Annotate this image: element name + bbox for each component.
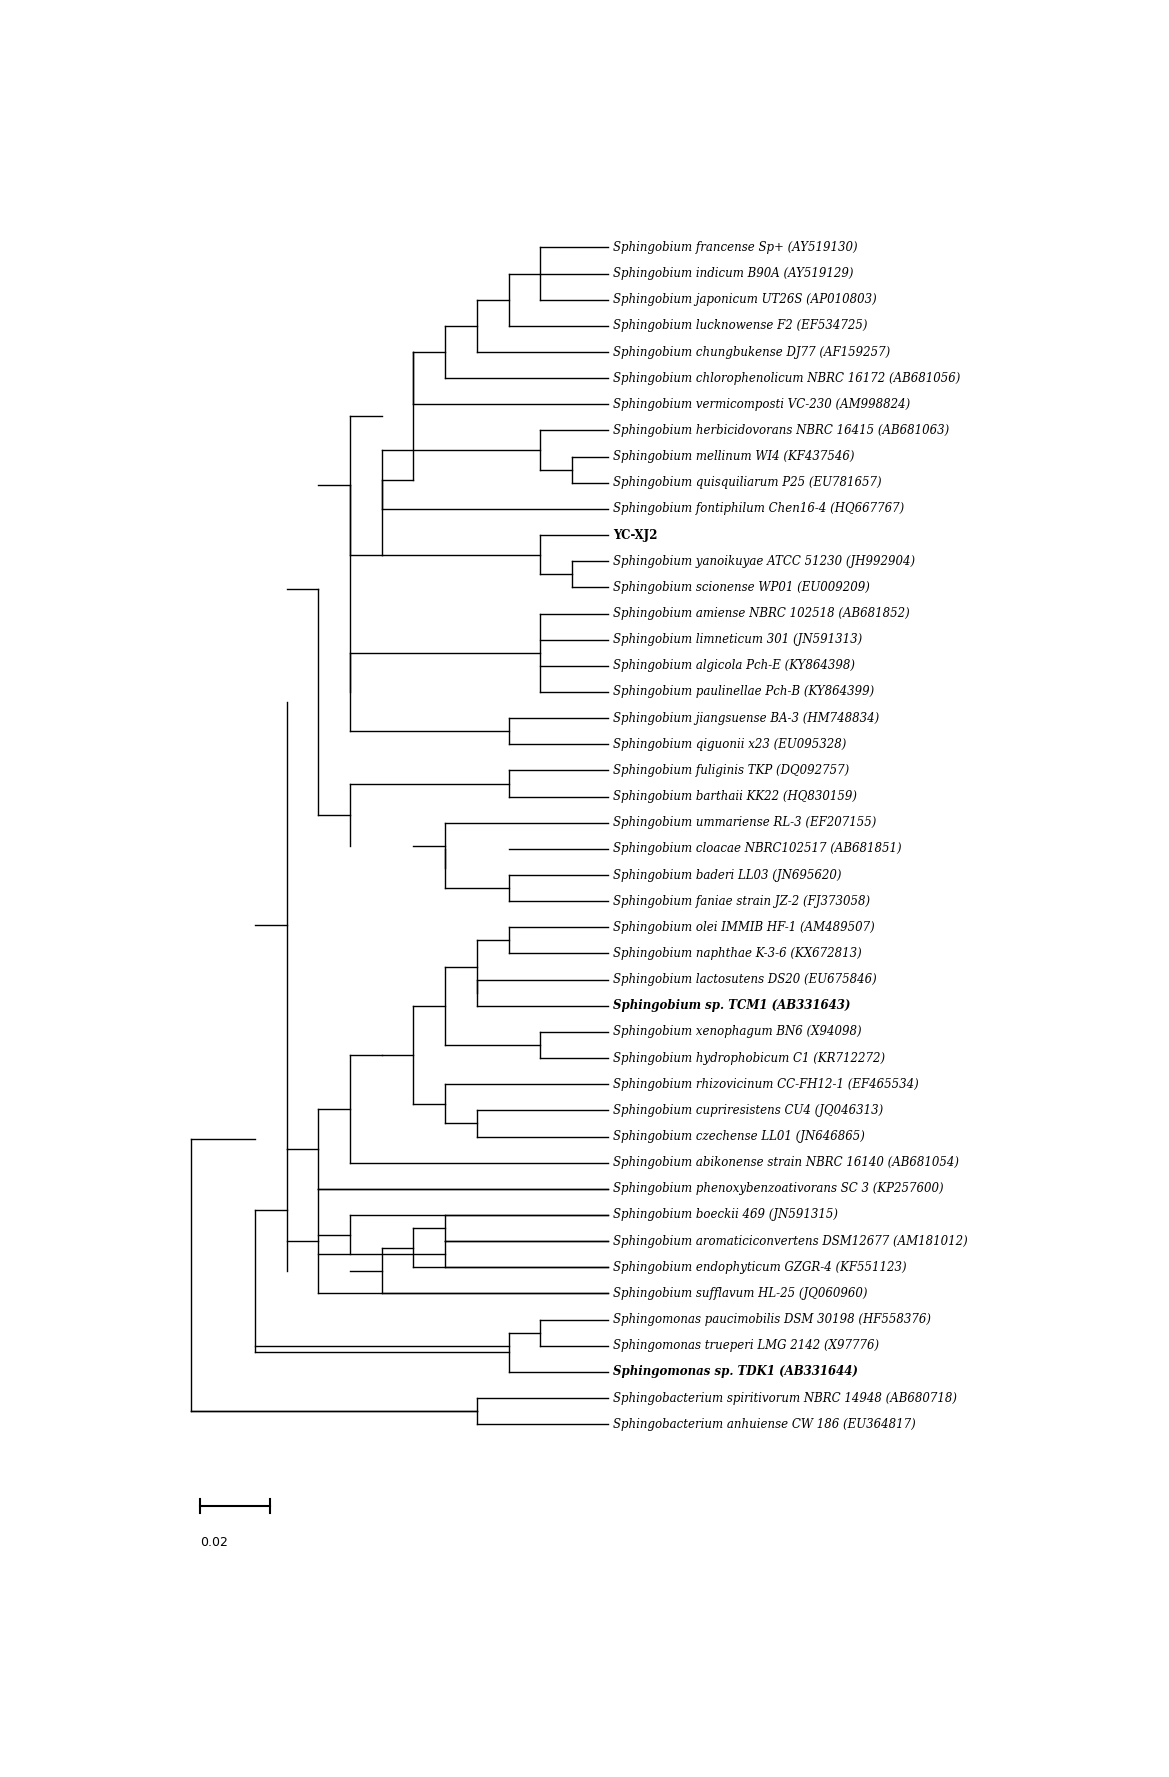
Text: Sphingobium yanoikuyae ATCC 51230 (JH992904): Sphingobium yanoikuyae ATCC 51230 (JH992… (613, 554, 915, 567)
Text: Sphingobacterium anhuiense CW 186 (EU364817): Sphingobacterium anhuiense CW 186 (EU364… (613, 1418, 915, 1430)
Text: Sphingobium chlorophenolicum NBRC 16172 (AB681056): Sphingobium chlorophenolicum NBRC 16172 … (613, 371, 960, 384)
Text: Sphingobium indicum B90A (AY519129): Sphingobium indicum B90A (AY519129) (613, 267, 853, 281)
Text: Sphingobium abikonense strain NBRC 16140 (AB681054): Sphingobium abikonense strain NBRC 16140… (613, 1157, 959, 1169)
Text: Sphingobium baderi LL03 (JN695620): Sphingobium baderi LL03 (JN695620) (613, 869, 842, 881)
Text: Sphingobacterium spiritivorum NBRC 14948 (AB680718): Sphingobacterium spiritivorum NBRC 14948… (613, 1391, 956, 1404)
Text: Sphingobium cloacae NBRC102517 (AB681851): Sphingobium cloacae NBRC102517 (AB681851… (613, 842, 901, 855)
Text: Sphingobium scionense WP01 (EU009209): Sphingobium scionense WP01 (EU009209) (613, 581, 870, 594)
Text: Sphingobium mellinum WI4 (KF437546): Sphingobium mellinum WI4 (KF437546) (613, 450, 855, 464)
Text: Sphingobium fontiphilum Chen16-4 (HQ667767): Sphingobium fontiphilum Chen16-4 (HQ6677… (613, 503, 904, 515)
Text: Sphingobium amiense NBRC 102518 (AB681852): Sphingobium amiense NBRC 102518 (AB68185… (613, 608, 909, 620)
Text: Sphingobium olei IMMIB HF-1 (AM489507): Sphingobium olei IMMIB HF-1 (AM489507) (613, 920, 874, 935)
Text: Sphingobium czechense LL01 (JN646865): Sphingobium czechense LL01 (JN646865) (613, 1130, 865, 1143)
Text: Sphingomonas trueperi LMG 2142 (X97776): Sphingomonas trueperi LMG 2142 (X97776) (613, 1340, 879, 1352)
Text: Sphingobium endophyticum GZGR-4 (KF551123): Sphingobium endophyticum GZGR-4 (KF55112… (613, 1260, 906, 1274)
Text: Sphingobium algicola Pch-E (KY864398): Sphingobium algicola Pch-E (KY864398) (613, 659, 855, 672)
Text: Sphingobium lactosutens DS20 (EU675846): Sphingobium lactosutens DS20 (EU675846) (613, 974, 877, 986)
Text: Sphingobium japonicum UT26S (AP010803): Sphingobium japonicum UT26S (AP010803) (613, 293, 877, 306)
Text: Sphingobium naphthae K-3-6 (KX672813): Sphingobium naphthae K-3-6 (KX672813) (613, 947, 862, 960)
Text: Sphingobium rhizovicinum CC-FH12-1 (EF465534): Sphingobium rhizovicinum CC-FH12-1 (EF46… (613, 1077, 919, 1091)
Text: 0.02: 0.02 (201, 1537, 228, 1550)
Text: Sphingomonas sp. TDK1 (AB331644): Sphingomonas sp. TDK1 (AB331644) (613, 1365, 858, 1379)
Text: Sphingobium paulinellae Pch-B (KY864399): Sphingobium paulinellae Pch-B (KY864399) (613, 686, 874, 698)
Text: Sphingobium xenophagum BN6 (X94098): Sphingobium xenophagum BN6 (X94098) (613, 1025, 862, 1038)
Text: Sphingobium faniae strain JZ-2 (FJ373058): Sphingobium faniae strain JZ-2 (FJ373058… (613, 894, 870, 908)
Text: Sphingobium quisquiliarum P25 (EU781657): Sphingobium quisquiliarum P25 (EU781657) (613, 476, 881, 489)
Text: Sphingobium limneticum 301 (JN591313): Sphingobium limneticum 301 (JN591313) (613, 633, 862, 647)
Text: Sphingobium ummariense RL-3 (EF207155): Sphingobium ummariense RL-3 (EF207155) (613, 816, 876, 830)
Text: Sphingobium barthaii KK22 (HQ830159): Sphingobium barthaii KK22 (HQ830159) (613, 791, 857, 803)
Text: Sphingobium fuliginis TKP (DQ092757): Sphingobium fuliginis TKP (DQ092757) (613, 764, 849, 777)
Text: Sphingobium sufflavum HL-25 (JQ060960): Sphingobium sufflavum HL-25 (JQ060960) (613, 1287, 867, 1301)
Text: Sphingobium chungbukense DJ77 (AF159257): Sphingobium chungbukense DJ77 (AF159257) (613, 345, 890, 359)
Text: Sphingobium phenoxybenzoativorans SC 3 (KP257600): Sphingobium phenoxybenzoativorans SC 3 (… (613, 1182, 943, 1196)
Text: Sphingobium jiangsuense BA-3 (HM748834): Sphingobium jiangsuense BA-3 (HM748834) (613, 711, 879, 725)
Text: Sphingobium herbicidovorans NBRC 16415 (AB681063): Sphingobium herbicidovorans NBRC 16415 (… (613, 425, 949, 437)
Text: Sphingobium francense Sp+ (AY519130): Sphingobium francense Sp+ (AY519130) (613, 242, 857, 254)
Text: Sphingobium sp. TCM1 (AB331643): Sphingobium sp. TCM1 (AB331643) (613, 999, 850, 1013)
Text: YC-XJ2: YC-XJ2 (613, 528, 657, 542)
Text: Sphingobium qiguonii x23 (EU095328): Sphingobium qiguonii x23 (EU095328) (613, 737, 846, 752)
Text: Sphingomonas paucimobilis DSM 30198 (HF558376): Sphingomonas paucimobilis DSM 30198 (HF5… (613, 1313, 931, 1326)
Text: Sphingobium boeckii 469 (JN591315): Sphingobium boeckii 469 (JN591315) (613, 1208, 838, 1221)
Text: Sphingobium cupriresistens CU4 (JQ046313): Sphingobium cupriresistens CU4 (JQ046313… (613, 1104, 883, 1118)
Text: Sphingobium hydrophobicum C1 (KR712272): Sphingobium hydrophobicum C1 (KR712272) (613, 1052, 885, 1064)
Text: Sphingobium lucknowense F2 (EF534725): Sphingobium lucknowense F2 (EF534725) (613, 320, 867, 332)
Text: Sphingobium vermicomposti VC-230 (AM998824): Sphingobium vermicomposti VC-230 (AM9988… (613, 398, 909, 410)
Text: Sphingobium aromaticiconvertens DSM12677 (AM181012): Sphingobium aromaticiconvertens DSM12677… (613, 1235, 968, 1247)
